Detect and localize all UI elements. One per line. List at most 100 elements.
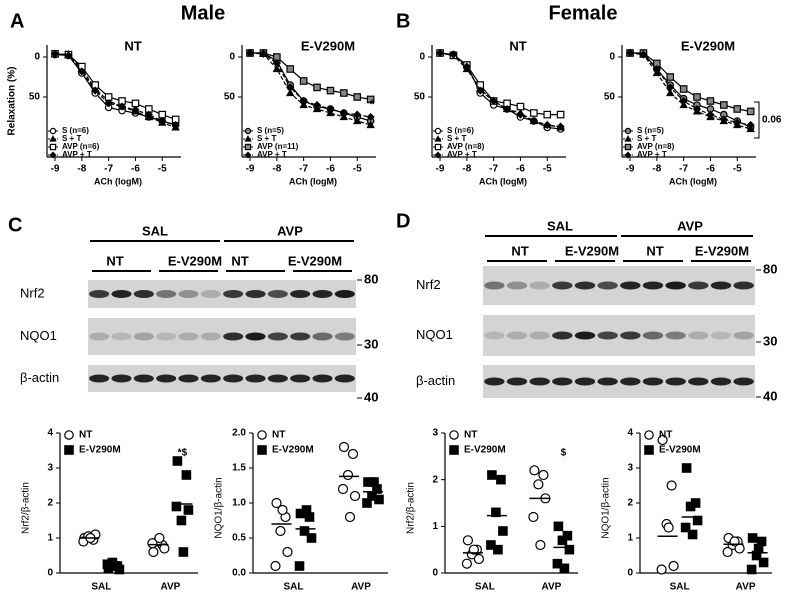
chart-title: NT: [124, 38, 141, 53]
legend-label: NT: [79, 430, 92, 441]
y-axis-label: Relaxation (%): [7, 67, 18, 136]
data-point: [746, 107, 755, 116]
blot-band: [733, 377, 754, 386]
panel-label: C: [8, 214, 22, 236]
data-point: [530, 109, 538, 117]
legend-label: AVP (n=6): [62, 142, 100, 151]
blot-group: AVP: [277, 223, 303, 238]
blot-band: [111, 374, 132, 383]
blot-band: [334, 290, 355, 298]
legend-label: AVP + T: [637, 150, 667, 159]
y-tick-label: 1: [432, 521, 438, 532]
data-point: [366, 95, 375, 104]
blot-band: [506, 331, 528, 340]
data-point: [312, 100, 322, 110]
y-tick-label: 1.0: [232, 498, 246, 509]
data-point: [496, 474, 506, 485]
legend-label: E-V290M: [272, 445, 314, 456]
blot-group: SAL: [142, 223, 168, 238]
data-point: [347, 448, 359, 460]
data-point: [272, 59, 281, 68]
data-point: [491, 507, 501, 518]
x-axis-label: ACh (logM): [94, 176, 142, 186]
y-tick-label: 4: [627, 428, 633, 439]
data-point: [543, 110, 552, 119]
x-tick-label: -5: [353, 164, 362, 175]
data-point: [473, 553, 484, 565]
blot-band: [574, 331, 596, 340]
data-point: [171, 120, 180, 130]
data-point: [91, 86, 100, 95]
data-point: [272, 64, 282, 73]
x-tick-label: -8: [462, 164, 471, 175]
y-tick-label: 50: [29, 92, 41, 103]
blot-band: [156, 290, 177, 298]
blot-band: [178, 332, 199, 341]
data-point: [693, 93, 701, 101]
data-point: [666, 88, 675, 97]
y-tick-label: 0: [229, 52, 235, 63]
y-axis-label: NQO1/β-actin: [214, 477, 225, 538]
mw-marker: 80: [364, 271, 378, 286]
data-point: [313, 83, 321, 92]
data-point: [277, 504, 288, 516]
data-point: [625, 48, 635, 58]
x-tick-label: -6: [131, 164, 140, 175]
data-point: [681, 463, 692, 473]
legend-marker: [244, 151, 252, 159]
data-point: [181, 470, 192, 480]
x-tick-label: SAL: [475, 582, 495, 593]
mw-marker: 30: [763, 333, 777, 348]
legend-marker: [244, 143, 252, 151]
blot-band: [223, 374, 244, 383]
series-line: [55, 53, 176, 128]
data-point: [529, 116, 538, 126]
blot-band: [484, 377, 505, 386]
legend-label: S + T: [637, 134, 656, 143]
data-point: [144, 110, 153, 119]
data-point: [172, 456, 183, 466]
legend-label: NT: [272, 430, 285, 441]
y-tick-label: 0: [419, 52, 425, 63]
blot-band: [290, 290, 311, 298]
data-point: [131, 105, 140, 114]
data-point: [299, 96, 308, 106]
data-point: [498, 526, 508, 536]
x-tick-label: -6: [326, 164, 335, 175]
heading: Male: [181, 2, 225, 24]
legend-marker: [244, 135, 252, 142]
data-point: [366, 112, 375, 122]
blot-band: [334, 374, 355, 383]
data-point: [666, 480, 677, 491]
data-point: [706, 97, 715, 105]
data-point: [666, 83, 675, 92]
data-point: [64, 51, 73, 60]
data-point: [564, 544, 575, 555]
data-point: [666, 73, 675, 81]
data-point: [286, 83, 295, 92]
blot-band: [178, 290, 199, 298]
legend-label: E-V290M: [659, 445, 701, 456]
data-point: [556, 110, 565, 119]
blot-band: [506, 377, 528, 386]
blot-band: [312, 374, 333, 383]
data-point: [344, 511, 356, 523]
y-tick-label: 3: [627, 463, 633, 474]
blot-band: [133, 290, 154, 298]
blot-row-label: β-actin: [20, 370, 59, 385]
legend-marker: [257, 445, 267, 455]
x-tick-label: -9: [246, 164, 255, 175]
blot-band: [710, 281, 732, 290]
legend-label: NT: [659, 430, 672, 441]
data-point: [286, 88, 295, 97]
series-line: [439, 52, 561, 116]
series-line: [630, 52, 751, 112]
blot-band: [223, 290, 244, 298]
blot-strip: [483, 315, 755, 356]
data-point: [183, 505, 194, 515]
data-point: [720, 101, 728, 109]
data-point: [275, 525, 286, 537]
blot-strip: [88, 365, 356, 392]
legend-label: S (n=6): [447, 126, 474, 135]
chart-title: E-V290M: [301, 38, 355, 53]
